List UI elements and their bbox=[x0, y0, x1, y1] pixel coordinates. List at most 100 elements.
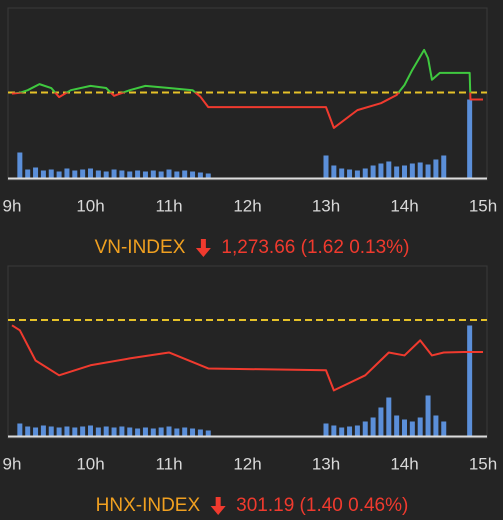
volume-bar bbox=[441, 421, 447, 436]
volume-bar bbox=[394, 415, 400, 436]
volume-bar bbox=[127, 427, 133, 436]
volume-bar bbox=[56, 171, 62, 178]
volume-bar bbox=[158, 427, 164, 436]
volume-bar bbox=[190, 171, 196, 178]
down-arrow bbox=[195, 239, 211, 257]
volume-bar bbox=[48, 426, 54, 436]
volume-bar bbox=[339, 168, 345, 178]
x-tick-label: 13h bbox=[312, 454, 340, 473]
volume-bar bbox=[119, 426, 125, 436]
x-tick-label: 10h bbox=[76, 196, 104, 215]
volume-bar bbox=[48, 169, 54, 178]
x-tick-label: 14h bbox=[390, 454, 418, 473]
volume-bar bbox=[370, 417, 376, 436]
volume-bar bbox=[174, 171, 180, 178]
volume-bar bbox=[409, 421, 415, 436]
volume-bar bbox=[190, 428, 196, 436]
volume-bar bbox=[103, 426, 109, 436]
x-tick-label: 15h bbox=[469, 454, 497, 473]
volume-bar bbox=[95, 170, 101, 178]
x-tick-label: 14h bbox=[390, 196, 418, 215]
volume-bar bbox=[339, 427, 345, 436]
x-tick-label: 9h bbox=[3, 196, 22, 215]
volume-bar bbox=[17, 152, 23, 178]
volume-bar bbox=[150, 170, 156, 178]
volume-bar bbox=[347, 169, 353, 178]
volume-bar bbox=[95, 427, 101, 436]
volume-bar bbox=[72, 170, 78, 178]
volume-bar bbox=[370, 165, 376, 178]
volume-bar bbox=[25, 426, 31, 436]
volume-bar bbox=[347, 426, 353, 436]
volume-bar bbox=[80, 169, 86, 178]
volume-bar bbox=[205, 173, 211, 178]
volume-bar bbox=[64, 426, 70, 436]
volume-bar bbox=[103, 171, 109, 178]
price-line bbox=[11, 324, 483, 392]
volume-bar bbox=[467, 99, 473, 178]
volume-bar bbox=[142, 171, 148, 178]
volume-bar bbox=[417, 417, 423, 436]
x-tick-label: 13h bbox=[312, 196, 340, 215]
volume-bar bbox=[197, 172, 203, 178]
volume-bar bbox=[205, 430, 211, 436]
volume-bar bbox=[111, 169, 117, 178]
volume-bar bbox=[111, 427, 117, 436]
volume-bar bbox=[433, 159, 439, 178]
volume-bar bbox=[88, 425, 93, 436]
volume-bar bbox=[40, 425, 46, 436]
volume-bar bbox=[386, 397, 392, 436]
index-quote: 301.19 (1.40 0.46%) bbox=[236, 495, 408, 516]
volume-bar bbox=[354, 170, 360, 178]
volume-bar bbox=[158, 171, 164, 178]
index-quote: 1,273.66 (1.62 0.13%) bbox=[221, 237, 409, 258]
x-tick-label: 11h bbox=[155, 196, 182, 215]
volume-bar bbox=[56, 427, 62, 436]
index-title: HNX-INDEX bbox=[96, 495, 201, 516]
volume-bar bbox=[394, 166, 400, 178]
volume-bar bbox=[64, 168, 70, 178]
volume-bar bbox=[402, 165, 407, 178]
plot-frame bbox=[7, 265, 488, 439]
volume-bar bbox=[25, 169, 31, 178]
volume-bar bbox=[409, 163, 415, 178]
volume-bar bbox=[150, 428, 156, 436]
volume-bar bbox=[88, 168, 93, 178]
volume-bar bbox=[135, 428, 141, 436]
volume-bar bbox=[174, 428, 180, 436]
volume-bar bbox=[182, 427, 188, 436]
x-tick-label: 11h bbox=[155, 454, 182, 473]
x-tick-label: 12h bbox=[233, 454, 261, 473]
volume-bar bbox=[323, 155, 329, 178]
volume-bar bbox=[33, 167, 39, 178]
volume-bar bbox=[354, 425, 360, 436]
volume-bar bbox=[197, 429, 203, 436]
x-tick-label: 12h bbox=[233, 196, 261, 215]
volume-bar bbox=[441, 155, 447, 178]
volume-bar bbox=[425, 164, 431, 178]
volume-bar bbox=[127, 171, 133, 178]
volume-bar bbox=[166, 426, 172, 436]
volume-bar bbox=[142, 427, 148, 436]
volume-bar bbox=[378, 163, 384, 178]
volume-bar bbox=[331, 425, 337, 436]
volume-bar bbox=[402, 419, 407, 436]
volume-bar bbox=[386, 161, 392, 178]
volume-bar bbox=[40, 170, 46, 178]
volume-bar bbox=[417, 162, 423, 178]
volume-bar bbox=[182, 170, 188, 178]
x-tick-label: 15h bbox=[469, 196, 497, 215]
x-tick-label: 10h bbox=[76, 454, 104, 473]
volume-bar bbox=[362, 168, 368, 178]
price-line bbox=[11, 48, 483, 129]
volume-bar bbox=[166, 169, 172, 178]
volume-bar bbox=[135, 170, 141, 178]
volume-bar bbox=[433, 415, 439, 436]
x-tick-label: 9h bbox=[3, 454, 22, 473]
volume-bar bbox=[467, 325, 473, 436]
index-title: VN-INDEX bbox=[95, 237, 186, 258]
volume-bar bbox=[362, 421, 368, 436]
plot-frame bbox=[7, 7, 488, 181]
volume-bar bbox=[331, 165, 337, 178]
